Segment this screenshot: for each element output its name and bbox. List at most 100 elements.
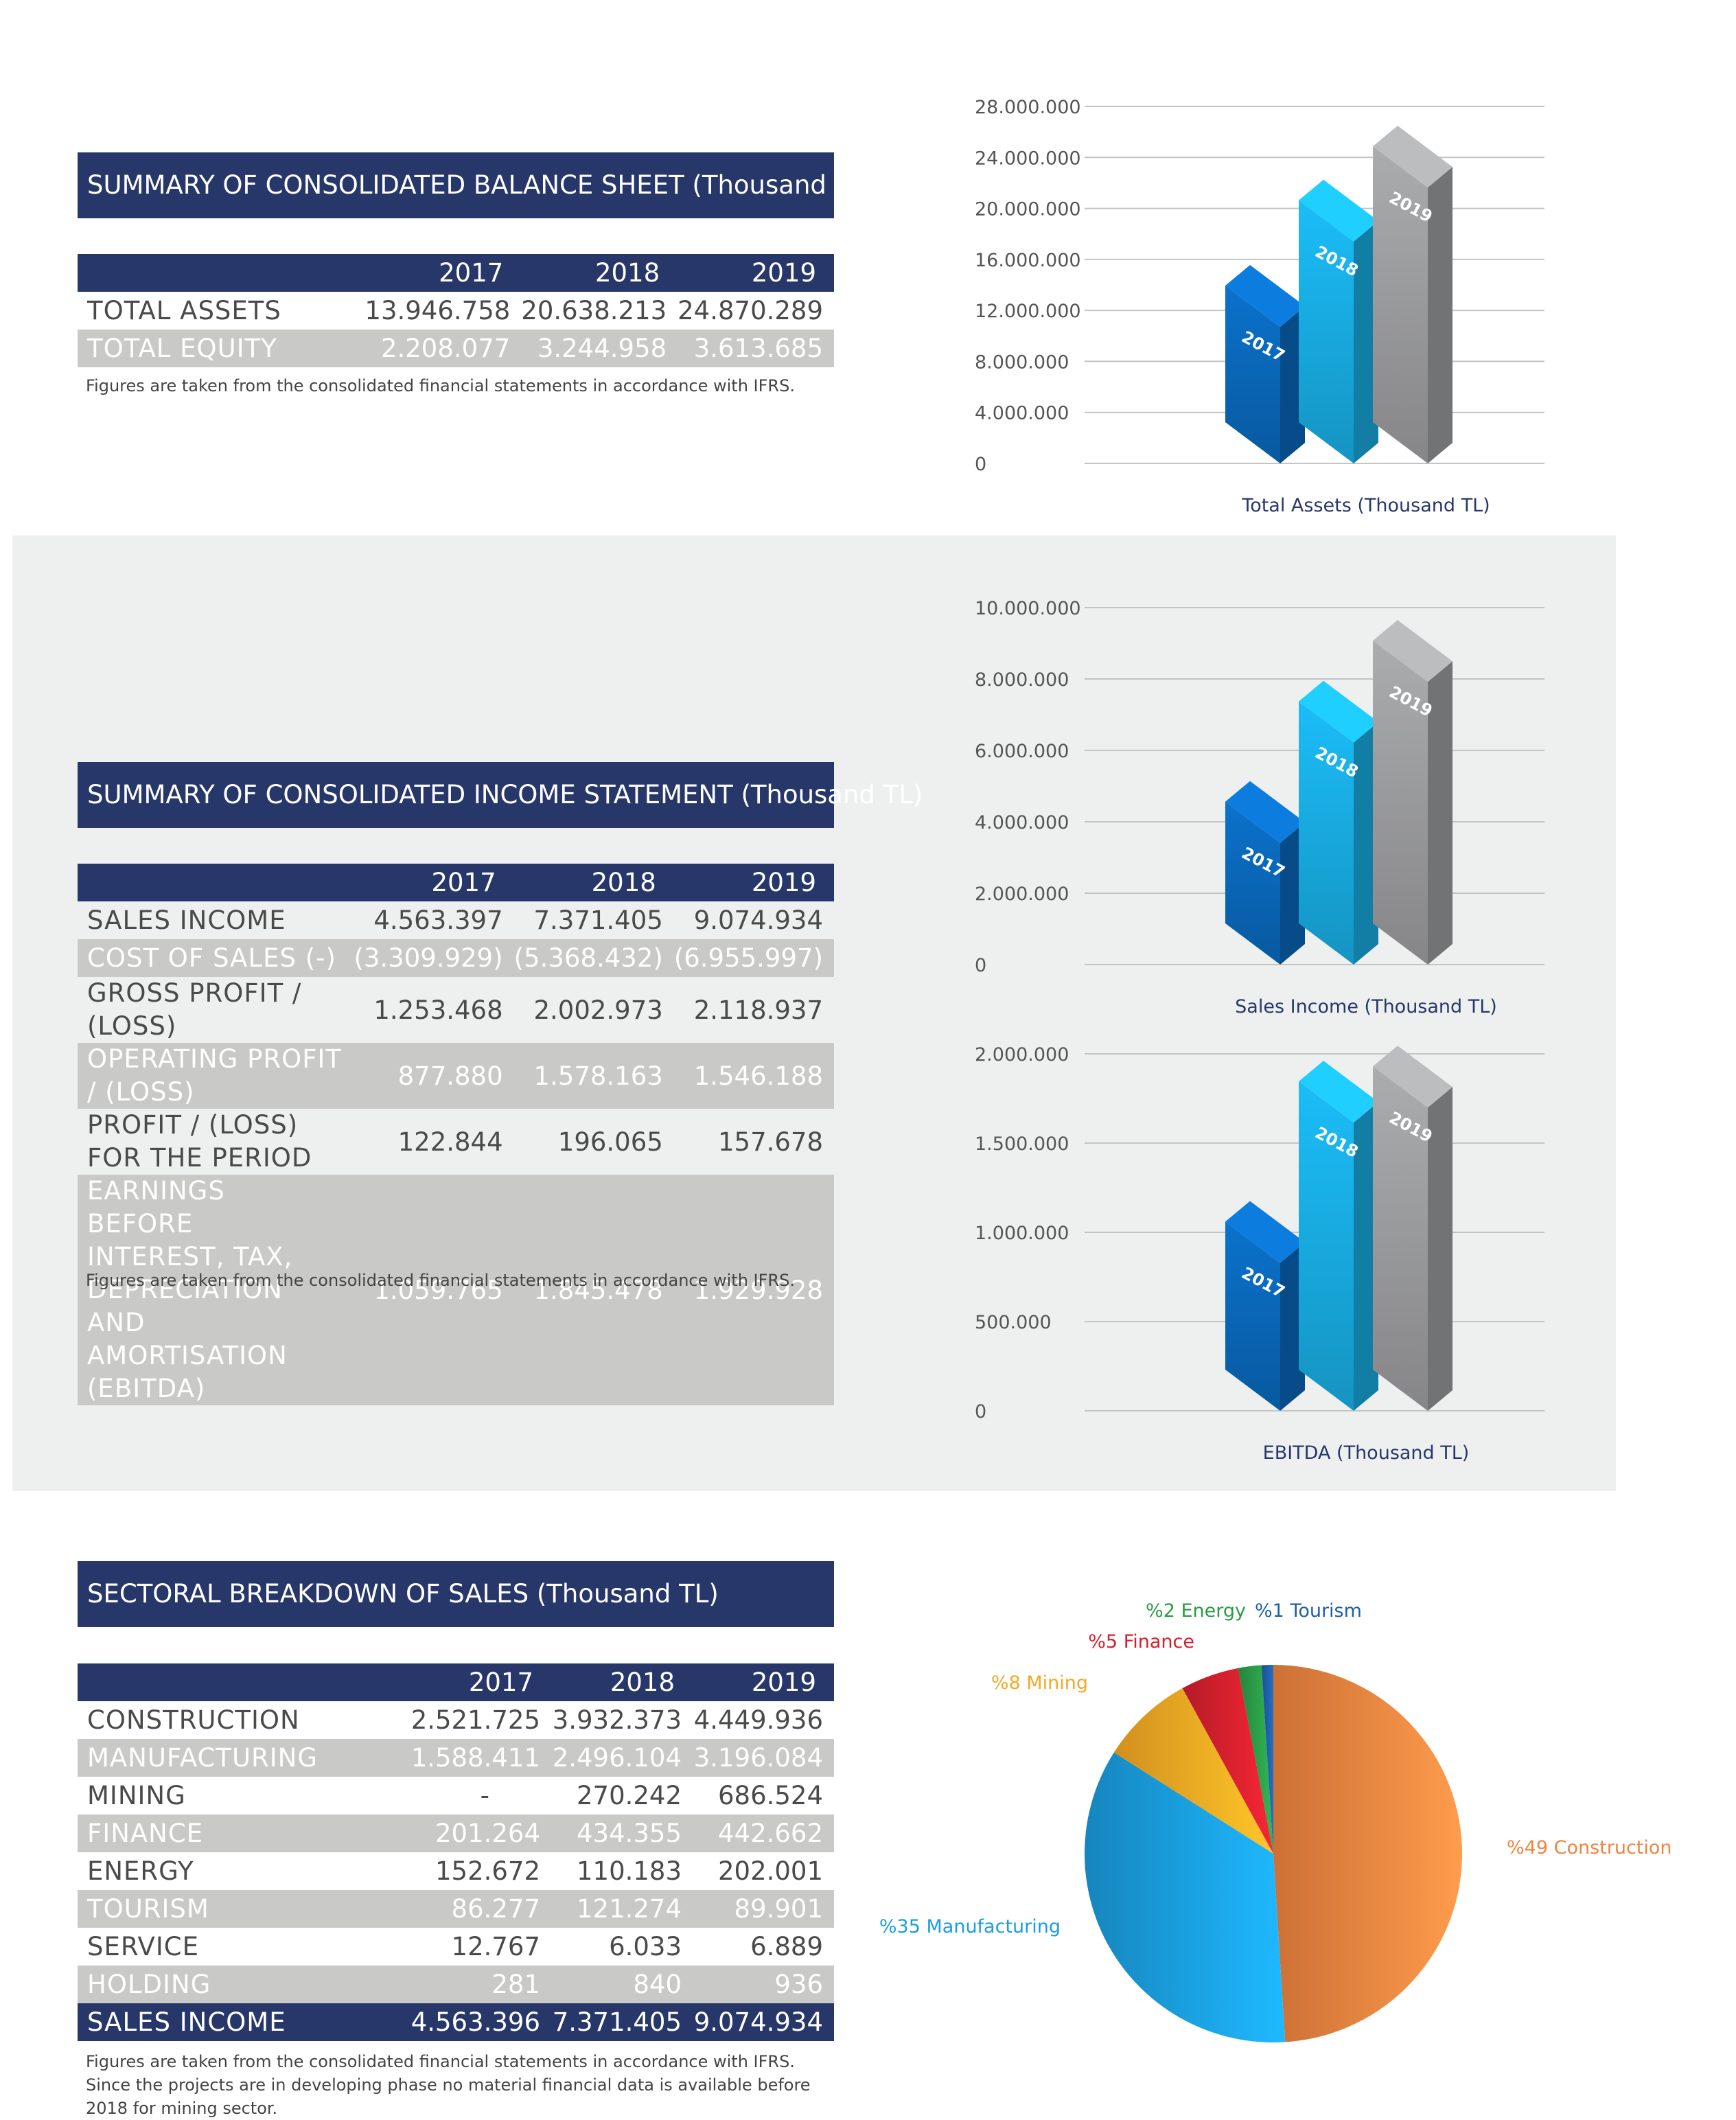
bar-2017: 2017 [1225, 781, 1305, 965]
bar-front [1225, 801, 1280, 965]
cell-value: 202.001 [717, 1856, 823, 1886]
bar-front [1299, 1081, 1354, 1411]
income-statement-note: Figures are taken from the consolidated … [86, 1271, 795, 1290]
bar-front [1225, 285, 1280, 463]
table-header-row: 2017 2018 2019 [78, 254, 834, 292]
note-line: Figures are taken from the consolidated … [86, 2052, 795, 2071]
income-statement-title: SUMMARY OF CONSOLIDATED INCOME STATEMENT… [78, 762, 923, 828]
balance-sheet-note: Figures are taken from the consolidated … [86, 376, 795, 395]
y-tick-label: 1.000.000 [975, 1223, 1069, 1244]
pie-slice-label: %49 Construction [1507, 1837, 1672, 1858]
table-row: SALES INCOME 4.563.397 7.371.405 9.074.9… [78, 901, 834, 939]
cell-value: 1.253.468 [373, 995, 503, 1025]
cell-value: - [480, 1781, 489, 1810]
bar-front [1299, 701, 1354, 965]
chart-title: Total Assets (Thousand TL) [1241, 495, 1490, 516]
cell-value: 4.563.396 [359, 2003, 551, 2041]
chart-title: Sales Income (Thousand TL) [1235, 996, 1497, 1017]
y-tick-label: 500.000 [975, 1312, 1052, 1333]
income-statement-table: 2017 2018 2019 SALES INCOME 4.563.397 7.… [78, 864, 834, 1405]
year-header: 2018 [513, 864, 674, 901]
bar-top [1299, 680, 1378, 743]
row-label: SERVICE [87, 1931, 199, 1961]
cell-value: 2.521.725 [410, 1705, 540, 1735]
bar-top [1225, 264, 1305, 327]
bar-top [1225, 1201, 1305, 1263]
bar-side [1354, 1102, 1378, 1411]
year-header: 2019 [678, 254, 834, 292]
table-row: GROSS PROFIT / (LOSS) 1.253.468 2.002.97… [78, 977, 834, 1043]
cell-value: 1.578.163 [513, 1043, 674, 1109]
cell-value: 686.524 [717, 1781, 823, 1810]
note-line: Since the projects are in developing pha… [86, 2075, 811, 2095]
y-tick-label: 10.000.000 [975, 598, 1081, 619]
cell-value: (5.368.432) [513, 939, 674, 977]
bar-2018: 2018 [1299, 179, 1378, 463]
row-label: ENERGY [87, 1856, 194, 1886]
cell-value: 2.496.104 [551, 1739, 693, 1777]
pie-slice [1182, 1668, 1273, 1854]
cell-value: 1.845.478 [513, 1175, 674, 1405]
table-row: TOURISM 86.277 121.274 89.901 [78, 1890, 834, 1928]
year-header: 2017 [364, 254, 522, 292]
cell-value: 4.449.936 [693, 1705, 823, 1735]
y-tick-label: 6.000.000 [975, 741, 1069, 762]
y-tick-label: 4.000.000 [975, 403, 1069, 424]
pie-slice [1261, 1665, 1273, 1854]
row-label: PROFIT / (LOSS) FOR THE PERIOD [87, 1110, 312, 1173]
bar-2019: 2019 [1373, 126, 1453, 463]
pie-slice-label: %2 Energy [1146, 1600, 1246, 1622]
bar-2019: 2019 [1373, 1046, 1453, 1411]
cell-value: 6.889 [750, 1932, 823, 1961]
cell-value: 1.546.188 [673, 1043, 834, 1109]
y-tick-label: 0 [975, 955, 986, 976]
year-header: 2019 [693, 1663, 834, 1701]
cell-value: 20.638.213 [521, 296, 667, 325]
cell-value: 281 [359, 1966, 551, 2003]
pie-slice-label: %1 Tourism [1255, 1600, 1362, 1622]
row-label: GROSS PROFIT / (LOSS) [87, 978, 302, 1041]
bar-top [1299, 179, 1378, 242]
table-row: MINING - 270.242 686.524 [78, 1777, 834, 1814]
bar-top [1373, 126, 1453, 188]
bar-side [1354, 220, 1378, 463]
table-row: ENERGY 152.672 110.183 202.001 [78, 1852, 834, 1890]
bar-side [1428, 167, 1453, 463]
bar-top [1373, 1046, 1453, 1108]
row-label: SALES INCOME [87, 905, 286, 935]
cell-value: 1.059.765 [354, 1175, 514, 1405]
bar-front [1373, 1066, 1428, 1411]
cell-value: 270.242 [576, 1781, 682, 1810]
y-tick-label: 12.000.000 [975, 301, 1081, 322]
y-tick-label: 8.000.000 [975, 669, 1069, 691]
y-tick-label: 28.000.000 [975, 97, 1081, 118]
cell-value: 152.672 [435, 1856, 540, 1886]
cell-value: 9.074.934 [693, 906, 823, 935]
bar-front [1373, 641, 1428, 965]
sectoral-table: 2017 2018 2019 CONSTRUCTION 2.521.725 3.… [78, 1663, 834, 2041]
table-row: CONSTRUCTION 2.521.725 3.932.373 4.449.9… [78, 1701, 834, 1739]
row-label: TOTAL EQUITY [78, 330, 365, 367]
y-tick-label: 16.000.000 [975, 250, 1081, 271]
table-row: EARNINGS BEFORE INTEREST, TAX, DEPRECIAT… [78, 1175, 834, 1405]
cell-value: 3.196.084 [693, 1739, 834, 1777]
bar-top [1299, 1061, 1378, 1123]
cell-value: 89.901 [693, 1890, 834, 1928]
cell-value: 110.183 [576, 1856, 682, 1886]
bar-side [1428, 661, 1453, 965]
chart-title: EBITDA (Thousand TL) [1263, 1442, 1470, 1464]
pie-slice [1238, 1665, 1273, 1854]
ebitda-chart: 0500.0001.000.0001.500.0002.000.00020172… [975, 1044, 1544, 1464]
table-row: HOLDING 281 840 936 [78, 1966, 834, 2003]
y-tick-label: 24.000.000 [975, 148, 1081, 169]
cell-value: 9.074.934 [693, 2003, 834, 2041]
cell-value: 2.118.937 [693, 995, 823, 1025]
row-label: TOTAL ASSETS [87, 295, 281, 325]
y-tick-label: 2.000.000 [975, 884, 1069, 905]
row-label: MANUFACTURING [78, 1739, 359, 1777]
bar-top [1373, 620, 1453, 682]
y-tick-label: 8.000.000 [975, 352, 1069, 373]
table-row: OPERATING PROFIT / (LOSS) 877.880 1.578.… [78, 1043, 834, 1109]
pie-slice [1085, 1752, 1286, 2042]
bar-2019: 2019 [1373, 620, 1453, 965]
